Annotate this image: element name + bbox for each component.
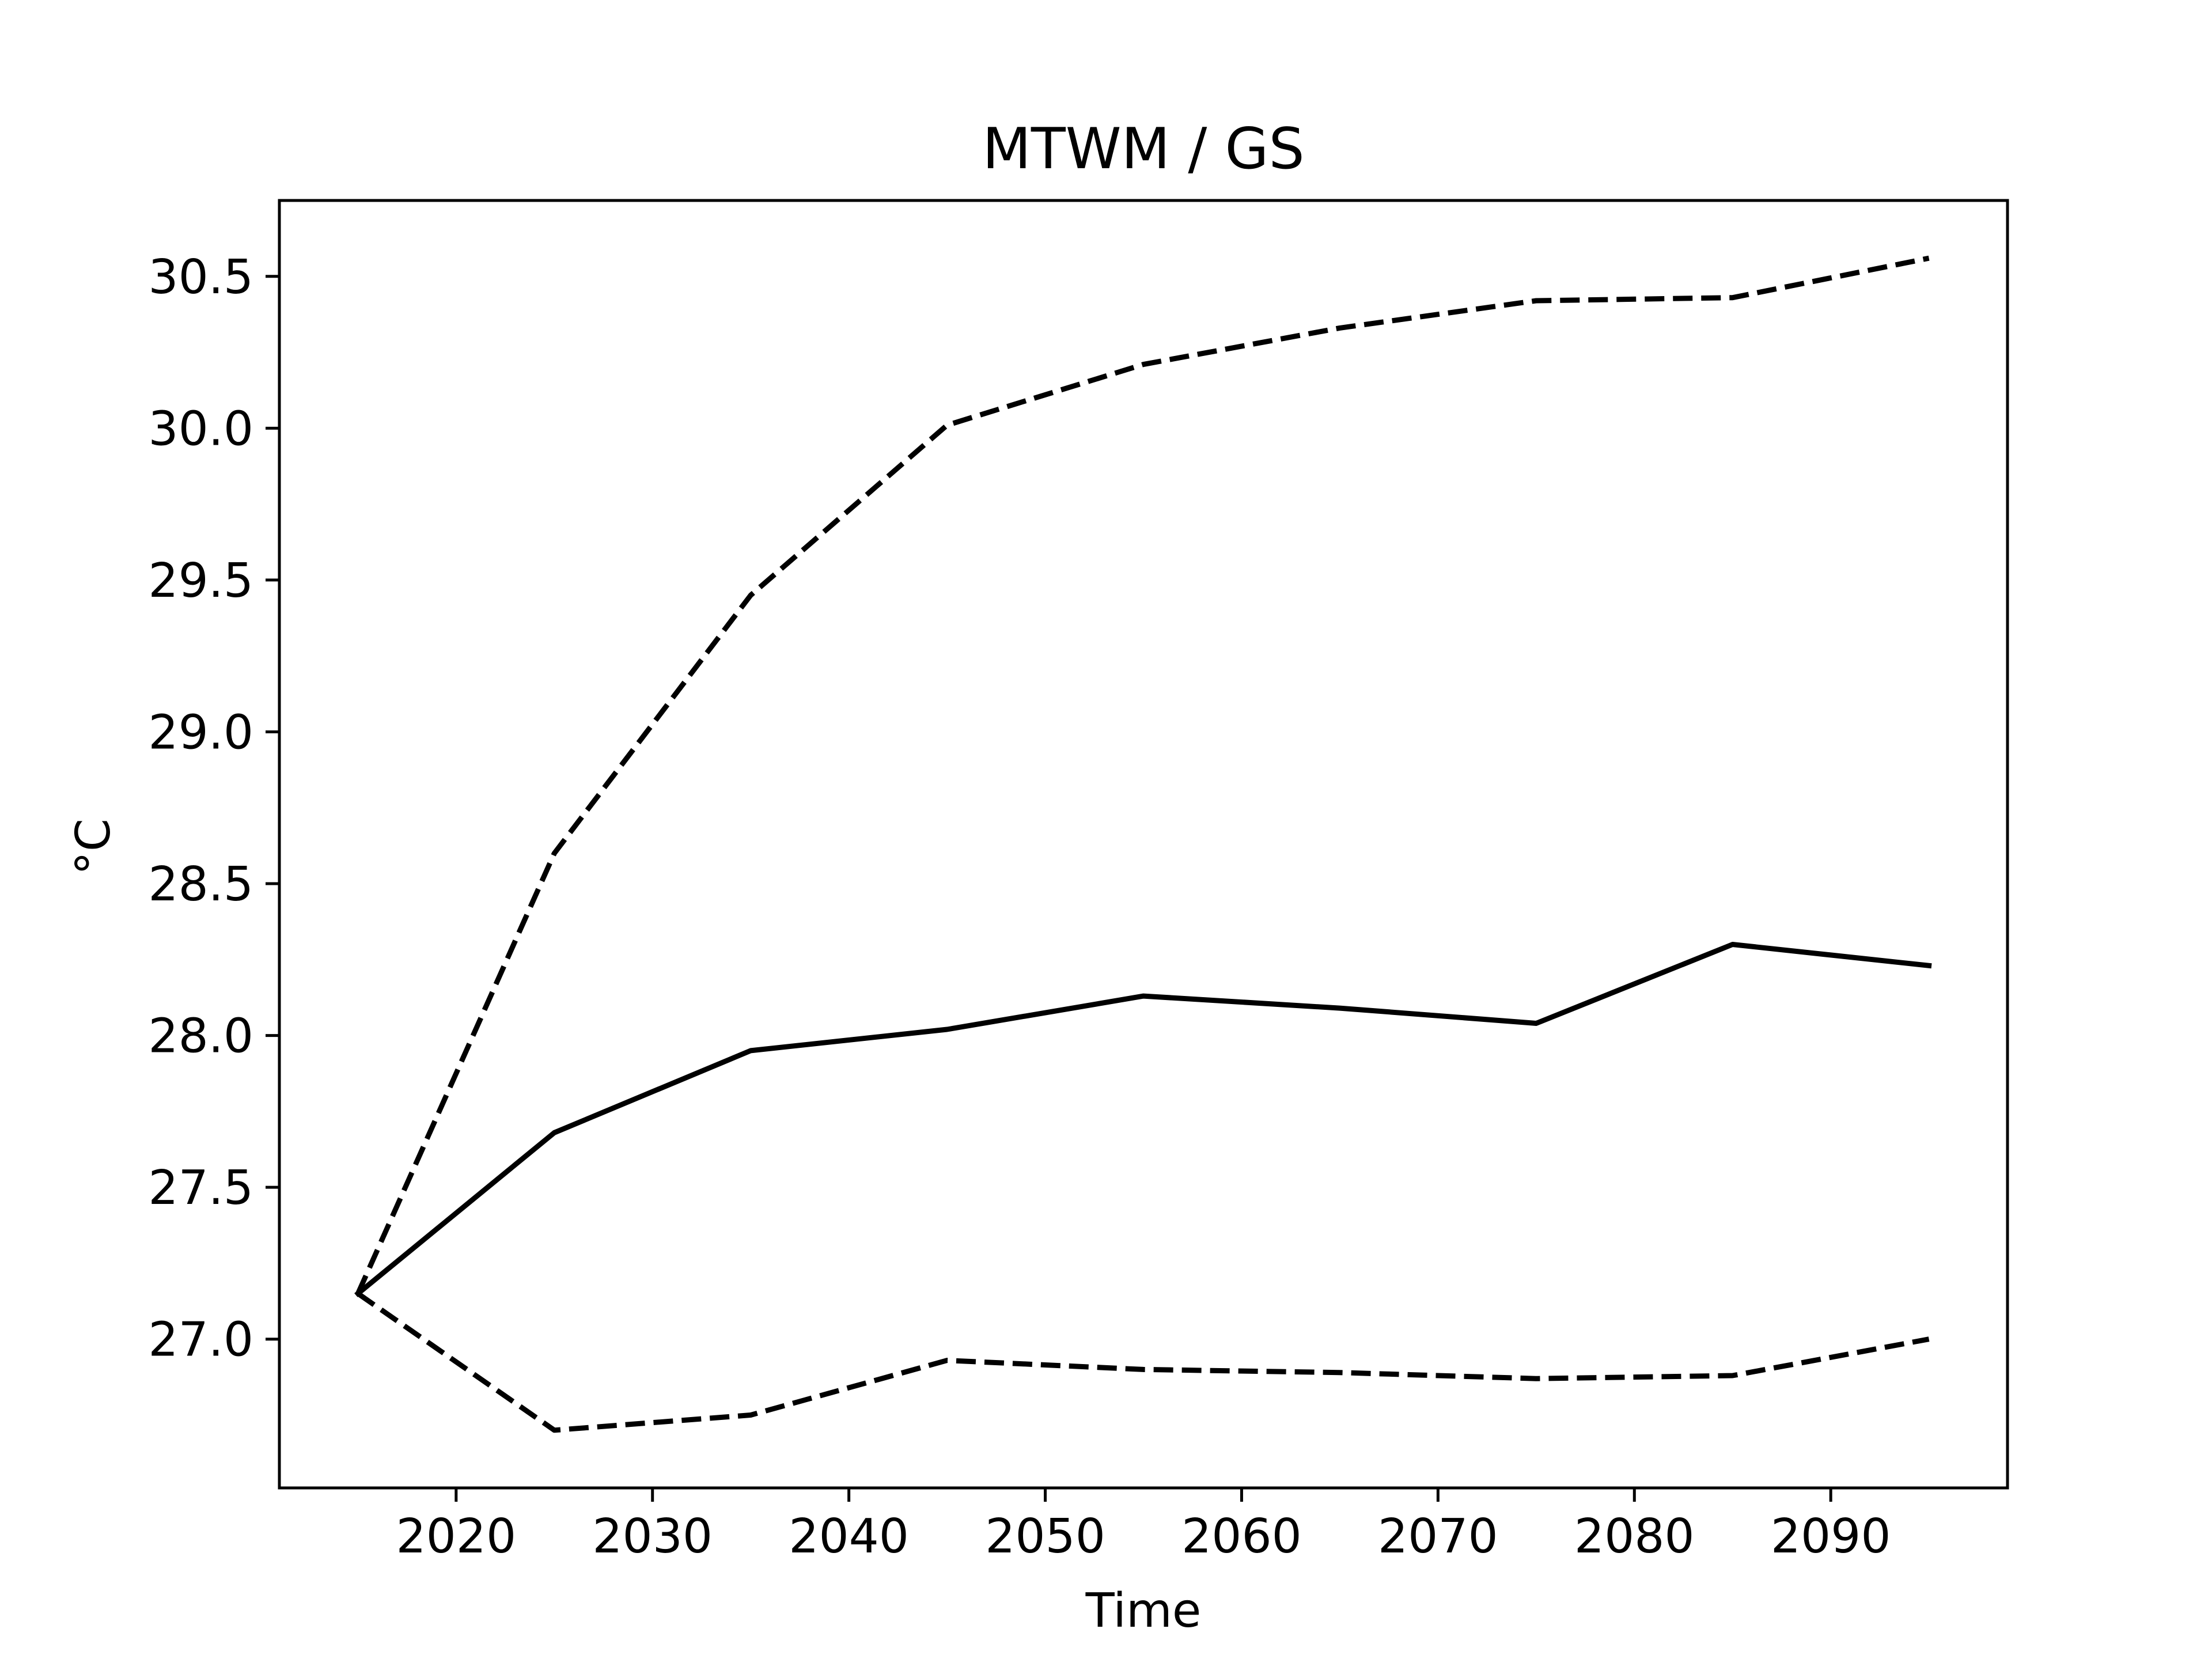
x-tick-label: 2090: [1771, 1509, 1891, 1564]
y-tick-label: 27.0: [148, 1313, 253, 1368]
y-axis: 27.0 27.5 28.0 28.5 29.0 29.5 30.0 30.5: [148, 250, 279, 1368]
x-tick-label: 2050: [985, 1509, 1105, 1564]
series-line-1: [354, 942, 1932, 1297]
chart-title: MTWM / GS: [982, 116, 1304, 182]
y-tick-label: 28.5: [148, 857, 253, 912]
x-tick-label: 2020: [396, 1509, 516, 1564]
y-tick-label: 29.5: [148, 554, 253, 608]
y-tick-label: 30.5: [148, 250, 253, 305]
x-tick-label: 2030: [592, 1509, 713, 1564]
plot-area: [278, 199, 2009, 1490]
series-line-3: [356, 1291, 1930, 1433]
x-axis-title: Time: [1085, 1584, 1202, 1638]
y-tick-label: 29.0: [148, 705, 253, 760]
y-tick-label: 27.5: [148, 1161, 253, 1215]
y-axis-title: °C: [66, 819, 121, 875]
x-axis: 2020 2030 2040 2050 2060 2070 2080 2090: [396, 1488, 1891, 1564]
y-tick-label: 28.0: [148, 1009, 253, 1064]
x-tick-label: 2040: [789, 1509, 909, 1564]
x-tick-label: 2080: [1574, 1509, 1695, 1564]
x-tick-label: 2060: [1181, 1509, 1302, 1564]
x-tick-label: 2070: [1378, 1509, 1498, 1564]
series-layer: [354, 255, 1932, 1433]
y-tick-label: 30.0: [148, 402, 253, 456]
series-line-2: [355, 255, 1930, 1295]
